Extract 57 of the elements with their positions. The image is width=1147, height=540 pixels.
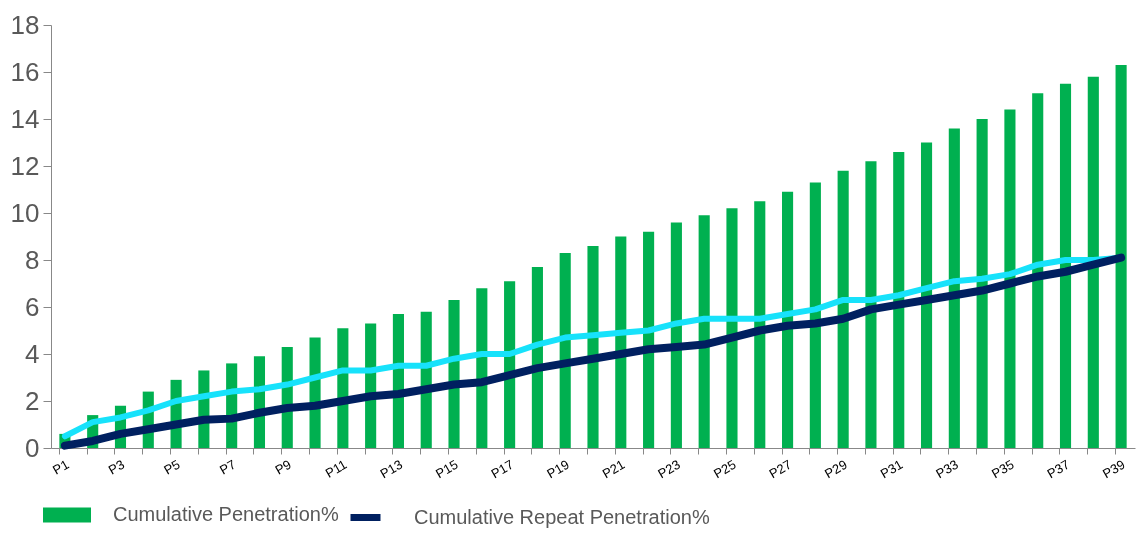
y-tick-label: 4	[25, 338, 40, 369]
bar	[809, 182, 821, 448]
bar	[531, 267, 543, 448]
x-tick-label: P31	[877, 456, 906, 482]
x-tick-label: P15	[432, 456, 461, 482]
x-tick-label: P11	[322, 456, 350, 481]
x-tick-label: P37	[1044, 456, 1073, 482]
bar	[754, 201, 766, 448]
y-tick-label: 8	[25, 244, 40, 275]
bar	[559, 252, 571, 448]
x-tick-label: P21	[599, 456, 628, 482]
y-tick-label: 12	[10, 150, 40, 181]
bar	[476, 288, 488, 448]
bar	[837, 170, 849, 448]
bar	[865, 161, 877, 448]
y-tick-label: 10	[10, 197, 40, 228]
bar	[893, 151, 905, 448]
x-tick-label: P9	[272, 456, 294, 478]
bar	[643, 231, 655, 448]
bar	[504, 281, 516, 448]
x-tick-label: P7	[216, 456, 239, 478]
x-tick-label: P29	[822, 456, 850, 482]
bar	[1059, 83, 1072, 448]
legend-label: Cumulative Penetration%	[113, 503, 339, 525]
bar	[1087, 76, 1099, 448]
bar	[587, 245, 599, 448]
bar	[976, 119, 988, 448]
x-tick-label: P17	[488, 456, 517, 482]
bar	[1032, 93, 1044, 448]
y-tick-label: 16	[10, 56, 40, 87]
bar	[1004, 109, 1016, 448]
bar	[1115, 64, 1127, 448]
x-tick-label: P3	[105, 456, 127, 478]
x-tick-label: P27	[766, 456, 795, 482]
bar	[726, 208, 738, 448]
y-tick-label: 14	[10, 103, 40, 134]
y-tick-label: 18	[10, 9, 40, 40]
x-tick-label: P1	[50, 456, 72, 478]
bar	[948, 128, 960, 448]
x-tick-label: P39	[1100, 456, 1128, 482]
bar	[615, 236, 627, 448]
x-tick-label: P35	[988, 456, 1017, 482]
legend-label: Cumulative Repeat Penetration%	[414, 505, 710, 528]
y-tick-label: 2	[25, 385, 40, 416]
x-tick-label: P33	[933, 456, 961, 482]
bar	[782, 191, 794, 448]
x-tick-label: P23	[655, 456, 683, 482]
y-tick-label: 0	[25, 432, 40, 463]
x-tick-label: P19	[544, 456, 572, 482]
x-tick-label: P5	[161, 456, 183, 478]
x-tick-label: P25	[710, 456, 739, 482]
bar	[448, 299, 460, 448]
y-tick-label: 6	[25, 291, 40, 322]
bar	[920, 142, 933, 448]
bar	[698, 215, 710, 448]
bar	[670, 222, 682, 448]
x-tick-label: P13	[377, 456, 405, 482]
